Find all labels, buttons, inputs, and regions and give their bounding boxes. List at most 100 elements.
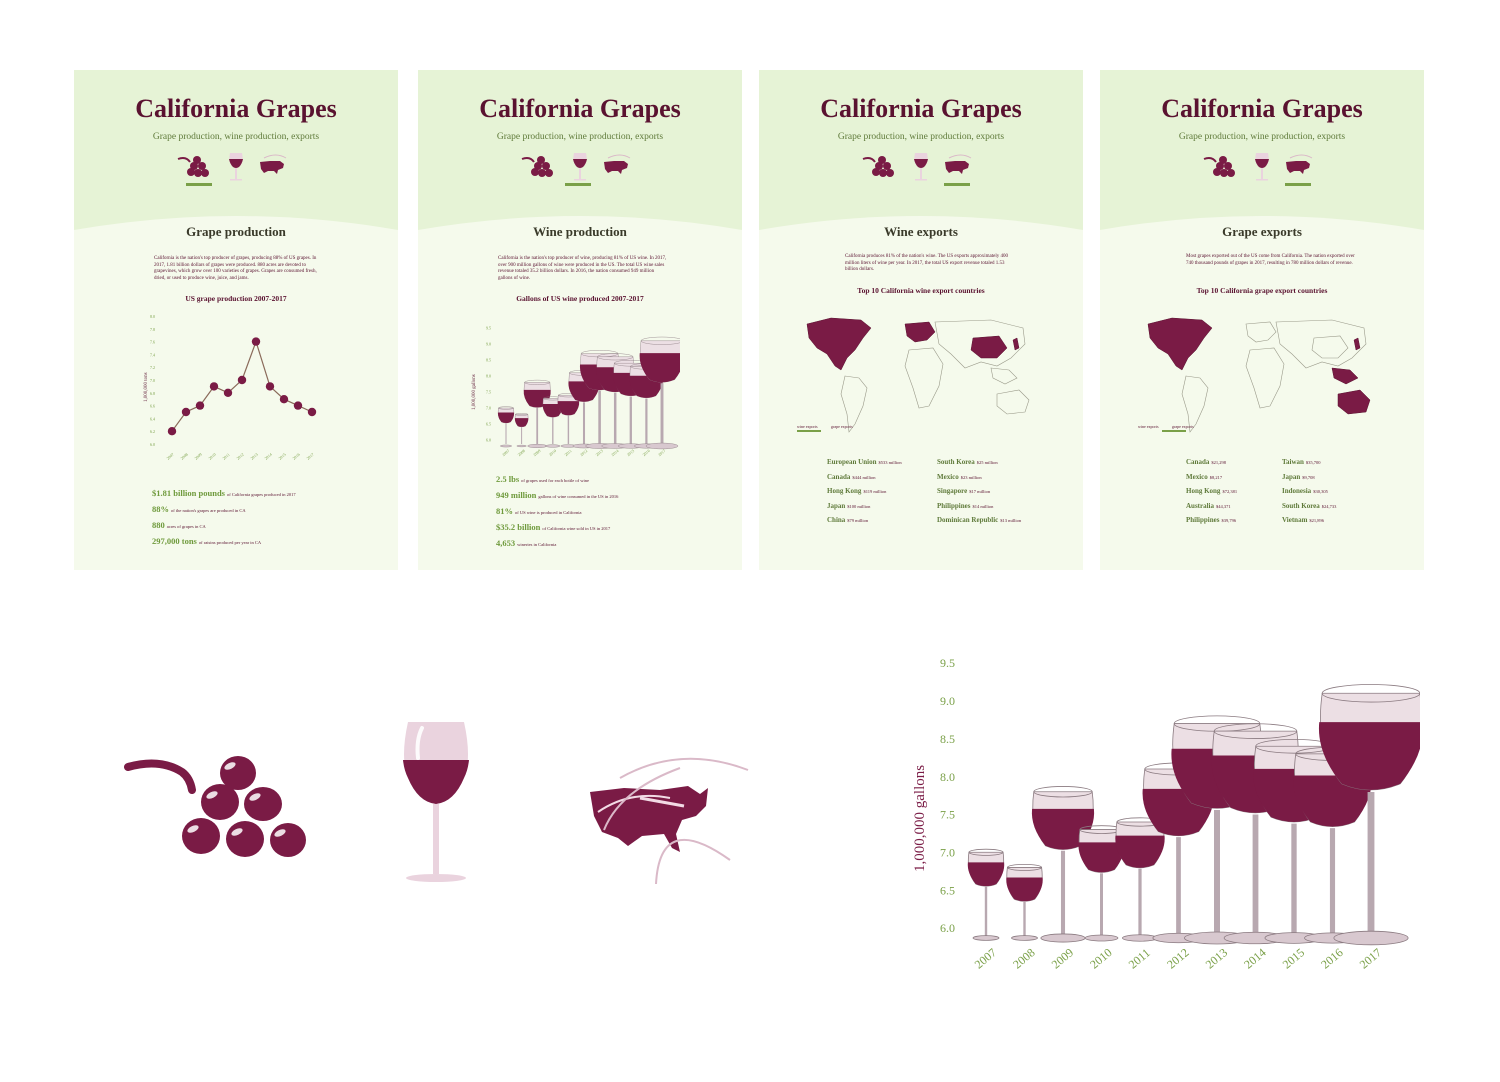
- country-value: $39,796: [1221, 518, 1237, 524]
- country-list-left: European Union $533 million Canada $444 mil…: [827, 458, 902, 531]
- x-tick-label: 2008: [1010, 945, 1037, 971]
- country-value: $79 million: [847, 518, 869, 524]
- country-value: $444 million: [852, 474, 876, 480]
- section-title: Wine exports: [884, 224, 958, 239]
- wine-glass-bar-2007: [967, 848, 1005, 941]
- panel-header-band: [1100, 70, 1424, 230]
- country-row: Vietnam $21,896: [1282, 516, 1336, 531]
- country-value: $21,298: [1211, 460, 1226, 465]
- country-row: South Korea $24,733: [1282, 502, 1336, 517]
- wine-glass-icon[interactable]: [911, 152, 931, 182]
- x-tick-label: 2012: [235, 452, 244, 461]
- data-point-grape: [265, 382, 275, 391]
- x-tick-label: 2016: [641, 448, 650, 457]
- data-point-grape: [251, 337, 261, 346]
- section-description: Most grapes exported out of the US come …: [1186, 254, 1355, 266]
- y-tick-label: 6.8: [150, 391, 155, 396]
- legend-active-underline: [1162, 430, 1186, 432]
- y-tick-label: 9.0: [486, 341, 491, 346]
- country-name: Taiwan: [1282, 458, 1304, 466]
- x-tick-label: 2016: [1318, 945, 1345, 971]
- poster-subtitle: Grape production, wine production, expor…: [837, 132, 1005, 142]
- panel-icon-nav: [518, 152, 648, 188]
- country-value: $25 million: [976, 460, 998, 465]
- country-value: $23 million: [960, 474, 982, 480]
- legend-wine-exports: wine exports: [797, 424, 818, 429]
- grapes-icon[interactable]: [176, 152, 216, 182]
- country-value: $44,371: [1216, 503, 1231, 509]
- grape-production-chart: 6.0 6.2 6.4 6.6 6.8 7.0 7.2 7.4 7.6 7.8 8.0 2007 200…: [150, 314, 317, 461]
- wine-glass-icon[interactable]: [1252, 152, 1272, 182]
- country-value: $8,217: [1209, 474, 1223, 480]
- country-row: Japan $9,708: [1282, 473, 1336, 488]
- x-tick-label: 2010: [548, 448, 557, 457]
- wine-glass-icon[interactable]: [570, 152, 590, 182]
- section-description: California is the nation's top producer …: [498, 256, 667, 281]
- stat-row: 297,000 tons of raisins produced per year…: [152, 536, 382, 546]
- grapes-icon[interactable]: [861, 152, 901, 182]
- country-list-right: Taiwan $35,700 Japan $9,708 Indonesia $30,305…: [1282, 458, 1336, 531]
- country-value: $9,708: [1302, 474, 1315, 480]
- stat-caption: wineries in California: [517, 542, 557, 547]
- stat-value: 4,653: [496, 538, 516, 548]
- usa-map-leaf-icon[interactable]: [602, 152, 632, 182]
- wine-production-glass-chart: 1,000,000 gallons 6.0 6.5 7.0 7.5 8.0 8.5 9.0 9.…: [912, 656, 1420, 971]
- grapes-icon[interactable]: [1202, 152, 1242, 182]
- section-description: California produces 81% of the nation's …: [845, 254, 1008, 272]
- stat-row: $1.81 billion pounds of California grapes…: [152, 488, 382, 498]
- header-wave: [759, 216, 1083, 250]
- stat-value: $1.81 billion pounds: [152, 488, 225, 498]
- x-tick-label: 2016: [291, 452, 300, 461]
- x-tick-label: 2012: [1164, 945, 1191, 971]
- y-tick-label: 6.5: [940, 883, 955, 897]
- usa-map-leaf-icon: [580, 750, 760, 890]
- data-point-grape: [181, 407, 191, 417]
- country-row: Australia $44,371: [1186, 502, 1237, 517]
- y-tick-label: 7.0: [486, 405, 491, 410]
- country-name: Vietnam: [1282, 516, 1308, 525]
- wine-glass-bar-2009: [1031, 786, 1095, 943]
- stat-row: 4,653 wineries in California: [496, 538, 726, 548]
- poster-panel-1: California Grapes Grape production, wine …: [74, 70, 398, 570]
- x-tick-label: 2017: [305, 452, 314, 461]
- country-name: South Korea: [937, 458, 975, 466]
- country-row: Philippines $14 million: [937, 502, 1021, 517]
- country-value: $533 million: [878, 460, 902, 465]
- grapes-icon: [120, 740, 320, 870]
- wine-glass-icon[interactable]: [226, 152, 246, 182]
- country-row: Indonesia $30,305: [1282, 487, 1336, 502]
- poster-title: California Grapes: [1161, 94, 1363, 123]
- country-name: Japan: [1282, 472, 1301, 481]
- country-row: Hong Kong $72,381: [1186, 487, 1237, 502]
- data-point-grape: [209, 382, 219, 391]
- data-point-grape: [195, 401, 205, 410]
- wine-glass-bar-2008: [1006, 863, 1043, 941]
- country-name: Philippines: [1186, 516, 1220, 525]
- y-tick-label: 8.0: [940, 770, 955, 784]
- world-map: [806, 317, 1030, 433]
- panel-header-band: [74, 70, 398, 230]
- country-name: South Korea: [1282, 501, 1320, 510]
- usa-map-leaf-icon[interactable]: [943, 152, 973, 182]
- usa-map-leaf-icon[interactable]: [1284, 152, 1314, 182]
- x-tick-label: 2015: [626, 448, 635, 457]
- country-value: $35,700: [1305, 460, 1321, 465]
- y-tick-label: 6.0: [940, 921, 955, 935]
- wine-glass-bar-2007: [497, 406, 515, 448]
- country-name: Australia: [1186, 501, 1214, 510]
- header-wave: [418, 216, 742, 250]
- y-tick-label: 6.0: [486, 437, 491, 442]
- country-name: Hong Kong: [827, 487, 862, 496]
- grapes-icon[interactable]: [520, 152, 560, 182]
- country-name: Dominican Republic: [937, 516, 999, 525]
- stat-value: 297,000 tons: [152, 536, 197, 546]
- usa-map-leaf-icon[interactable]: [258, 152, 288, 182]
- panel-header-band: [418, 70, 742, 230]
- wine-glass-bar-2008: [514, 413, 529, 448]
- country-name: Philippines: [937, 501, 971, 510]
- legend-active-underline: [797, 430, 821, 432]
- data-point-grape: [293, 401, 303, 410]
- y-axis-label: 1,000,000 gallons: [472, 374, 477, 410]
- active-tab-underline: [565, 183, 591, 186]
- x-tick-label: 2009: [532, 448, 541, 457]
